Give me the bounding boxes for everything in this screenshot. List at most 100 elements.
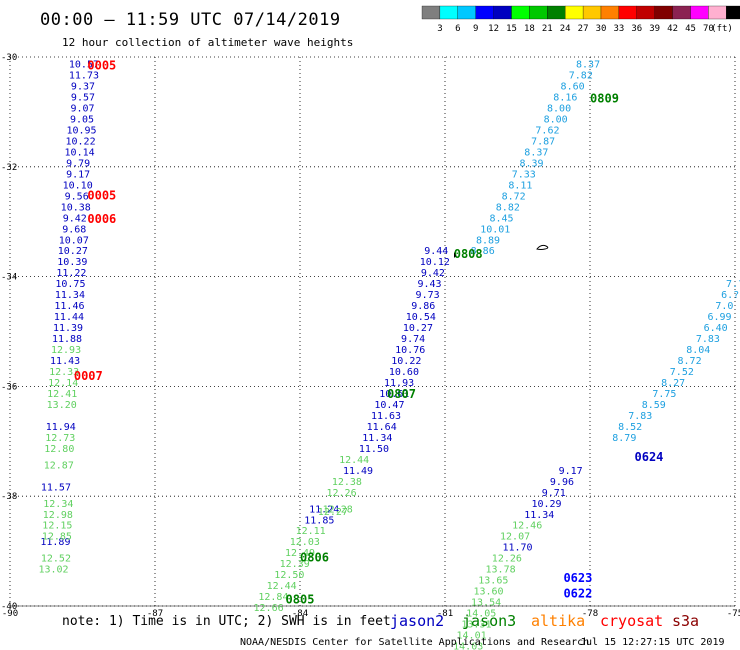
- mission-legend: jason2 jason3 altika cryosat s3a: [390, 612, 699, 630]
- wave-height-value: 8.04: [686, 345, 710, 356]
- legend-swatch: [421, 5, 441, 20]
- legend-tick-label: 30: [596, 24, 607, 34]
- wave-height-value: 10.61: [379, 389, 409, 400]
- legend-tick-label: 33: [613, 24, 624, 34]
- y-tick-label: -32: [1, 163, 17, 173]
- wave-height-value: 8.60: [561, 82, 585, 93]
- wave-height-value: 12.50: [274, 570, 304, 581]
- wave-height-value: 12.73: [45, 433, 75, 444]
- y-tick-label: -40: [1, 602, 17, 612]
- wave-height-value: 9.05: [70, 114, 94, 125]
- wave-height-value: 11.43: [50, 356, 80, 367]
- wave-height-value: 8.00: [544, 114, 568, 125]
- legend-tick-label: 3: [437, 24, 442, 34]
- wave-height-value: 11.46: [54, 301, 84, 312]
- time-label: 0007: [74, 369, 103, 383]
- x-tick-label: -78: [582, 609, 598, 619]
- wave-height-value: 9.43: [417, 279, 441, 290]
- legend-tick-label: 42: [667, 24, 678, 34]
- wave-height-value: 13.20: [47, 400, 77, 411]
- wave-height-value: 7.75: [652, 389, 676, 400]
- x-tick-label: -87: [147, 609, 163, 619]
- mission-legend-item: altika: [531, 612, 585, 630]
- wave-height-value: 10.76: [395, 345, 425, 356]
- wave-height-value: 13.31: [461, 620, 491, 631]
- wave-height-value: 9.71: [542, 488, 566, 499]
- legend-tick-label: 70: [703, 24, 714, 34]
- wave-height-value: 7.87: [531, 136, 555, 147]
- wave-height-value: 10.27: [58, 246, 88, 257]
- legend-tick-label: 39: [649, 24, 660, 34]
- wave-height-value: 11.34: [362, 433, 392, 444]
- wave-height-value: 13.78: [486, 565, 516, 576]
- wave-height-value: 10.12: [420, 257, 450, 268]
- time-label: 0005: [87, 59, 116, 73]
- wave-height-value: 7.52: [670, 367, 694, 378]
- wave-height-value: 11.24: [309, 504, 339, 515]
- wave-height-value: 10.60: [389, 367, 419, 378]
- wave-height-value: 10.10: [63, 180, 93, 191]
- wave-height-value: 12.52: [41, 554, 71, 565]
- legend-tick-label: 21: [542, 24, 553, 34]
- wave-height-value: 8.82: [496, 202, 520, 213]
- wave-height-value: 12.39: [280, 559, 310, 570]
- x-tick-label: -81: [437, 609, 453, 619]
- legend-swatch: [654, 5, 673, 20]
- wave-height-value: 9.79: [66, 158, 90, 169]
- wave-height-value: 13.54: [471, 598, 501, 609]
- legend-swatch: [726, 5, 740, 20]
- wave-height-value: 8.45: [490, 213, 514, 224]
- wave-height-value: 14.05: [466, 609, 496, 620]
- wave-height-value: 12.26: [327, 488, 357, 499]
- wave-height-value: 12.03: [290, 537, 320, 548]
- wave-height-value: 7.83: [696, 334, 720, 345]
- wave-height-value: 11.89: [40, 537, 70, 548]
- wave-height-value: 12.38: [332, 477, 362, 488]
- wave-height-value: 10.39: [57, 257, 87, 268]
- wave-height-value: 11.39: [53, 323, 83, 334]
- wave-height-value: 14.01: [457, 631, 487, 642]
- wave-height-value: 12.27: [318, 507, 348, 518]
- wave-height-value: 12.46: [512, 521, 542, 532]
- time-label: 0805: [286, 592, 315, 606]
- wave-height-value: 10.29: [531, 499, 561, 510]
- time-label: 0623: [563, 571, 592, 585]
- wave-height-value: 12.26: [492, 554, 522, 565]
- legend-swatch: [672, 5, 691, 20]
- wave-height-value: 8.72: [678, 356, 702, 367]
- wave-height-value: 9.96: [550, 477, 574, 488]
- wave-height-value: 12.66: [254, 603, 284, 614]
- wave-height-value: 7.82: [569, 71, 593, 82]
- wave-height-value: 11.70: [502, 543, 532, 554]
- wave-height-value: 10.22: [66, 136, 96, 147]
- wave-height-value: 6.40: [704, 323, 728, 334]
- legend-swatch: [565, 5, 584, 20]
- wave-height-value: 12.34: [43, 499, 73, 510]
- legend-swatch: [439, 5, 458, 20]
- wave-height-value: 11.34: [55, 290, 85, 301]
- wave-height-value: 11.22: [56, 268, 86, 279]
- wave-height-value: 8.89: [476, 235, 500, 246]
- wave-height-value: 10.57: [69, 60, 99, 71]
- x-tick-label: -90: [2, 609, 18, 619]
- wave-height-value: 6.99: [707, 312, 731, 323]
- wave-height-value: 10.07: [59, 235, 89, 246]
- legend-tick-label: 24: [560, 24, 571, 34]
- grid-lines: [9, 56, 736, 607]
- time-labels: 0005 0005 0006 0007 0809 0808 0807 0806 0805 0624…: [74, 59, 664, 607]
- time-label: 0806: [300, 551, 329, 565]
- wave-height-value: 8.37: [576, 60, 600, 71]
- wave-height-value: 11.57: [41, 482, 71, 493]
- wave-height-value: 7.33: [512, 169, 536, 180]
- wave-height-value: 14.03: [453, 642, 483, 650]
- mission-legend-item: jason3: [462, 612, 516, 630]
- wave-height-value: 11.88: [52, 334, 82, 345]
- wave-height-value: 11.63: [371, 411, 401, 422]
- wave-height-value: 13.02: [38, 565, 68, 576]
- wave-height-value: 12.98: [43, 510, 73, 521]
- legend-swatch: [582, 5, 602, 20]
- wave-height-value: 12.44: [339, 455, 369, 466]
- chart-title: 00:00 – 11:59 UTC 07/14/2019: [40, 10, 341, 30]
- wave-height-value: 9.68: [62, 224, 86, 235]
- wave-height-value: 12.14: [48, 378, 78, 389]
